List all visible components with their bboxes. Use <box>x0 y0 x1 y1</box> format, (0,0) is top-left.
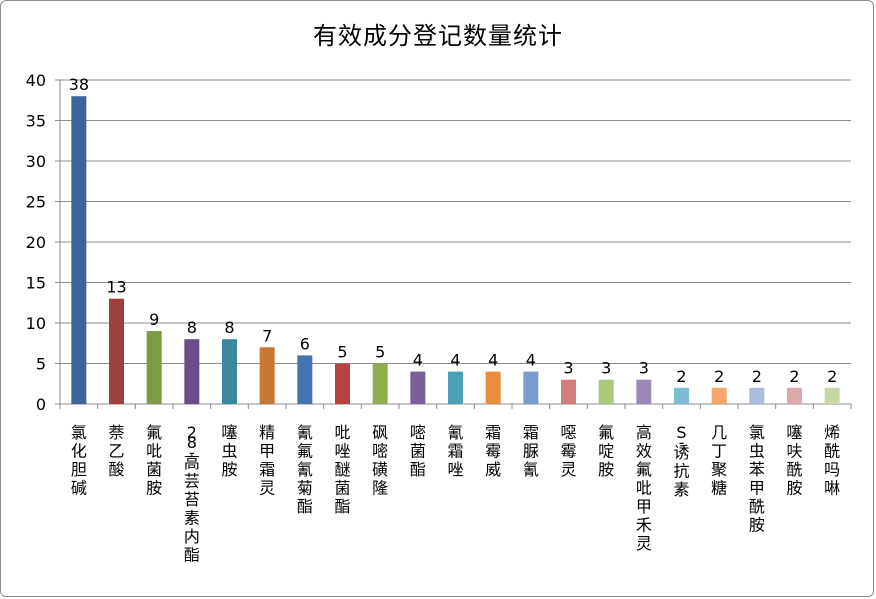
x-tick-label: 氰氟氰菊酯 <box>297 423 313 516</box>
bar <box>485 371 501 404</box>
x-tick-label: 氰霜唑 <box>447 423 463 479</box>
bar <box>184 339 200 404</box>
data-label: 2 <box>714 367 724 386</box>
bar <box>561 379 576 404</box>
data-label: 3 <box>563 359 573 378</box>
x-tick-label: 噻呋酰胺 <box>786 423 802 498</box>
bars <box>71 96 840 404</box>
x-tick-label: 氟吡菌胺 <box>146 423 162 498</box>
y-tick-label: 30 <box>26 152 46 171</box>
bar <box>523 371 539 404</box>
x-tick-label: 氟啶胺 <box>598 423 614 479</box>
data-label: 38 <box>69 75 89 94</box>
y-tick-label: 25 <box>26 193 46 212</box>
bar <box>598 379 614 404</box>
data-labels: 38 13 9 8 8 7 6 5 5 4 4 4 4 3 3 3 2 2 2 2 2 <box>69 75 838 386</box>
y-tick-label: 40 <box>26 71 46 90</box>
data-label: 5 <box>375 343 385 362</box>
bar <box>109 298 124 404</box>
data-label: 2 <box>789 367 799 386</box>
y-axis-ticks: 0 5 10 15 20 25 30 35 40 <box>26 71 46 414</box>
x-tick-label: 精甲霜灵 <box>259 423 275 498</box>
gridlines <box>60 79 851 364</box>
bar <box>711 387 727 404</box>
data-label: 3 <box>639 359 649 378</box>
chart-title: 有效成分登记数量统计 <box>313 22 563 50</box>
bar <box>410 371 426 404</box>
x-tick-label: 氯虫苯甲酰胺 <box>749 423 765 535</box>
data-label: 2 <box>752 367 762 386</box>
bar <box>372 363 388 404</box>
bar <box>749 387 765 404</box>
bar <box>259 347 275 404</box>
data-label: 2 <box>676 367 686 386</box>
x-tick-label: 2 8 -高芸苔素内酯 <box>184 423 200 565</box>
data-label: 4 <box>526 351 536 370</box>
data-label: 4 <box>413 351 423 370</box>
data-label: 5 <box>337 343 347 362</box>
bar <box>448 371 463 404</box>
x-tick-label: 霜脲氰 <box>523 423 539 479</box>
data-label: 13 <box>106 278 126 297</box>
y-tick-label: 10 <box>26 314 46 333</box>
x-tick-label: 噻虫胺 <box>221 423 237 479</box>
bar <box>824 387 840 404</box>
bar <box>146 331 162 404</box>
x-tick-label: 高效氟吡甲禾灵 <box>636 423 652 553</box>
data-label: 8 <box>224 318 234 337</box>
y-tick-label: 0 <box>36 395 46 414</box>
y-tick-label: 20 <box>26 233 46 252</box>
data-label: 6 <box>300 334 310 353</box>
x-axis-labels: 氯化胆碱 萘乙酸 氟吡菌胺 2 8 -高芸苔素内酯 噻虫胺 精甲霜灵 氰氟氰菊酯 吡唑醚菌酯 砜嘧磺… <box>71 423 840 565</box>
x-tick-label: 砜嘧磺隆 <box>372 423 388 498</box>
data-label: 3 <box>601 359 611 378</box>
data-label: 8 <box>187 318 197 337</box>
x-tick-label: 嘧菌酯 <box>410 423 426 479</box>
x-tick-label: 噁霉灵 <box>560 423 576 479</box>
x-tick-label: 霜霉威 <box>485 423 501 479</box>
bar <box>636 379 652 404</box>
data-label: 7 <box>262 326 272 345</box>
y-tick-label: 35 <box>26 112 46 131</box>
data-label: 9 <box>149 310 159 329</box>
bar <box>71 96 87 404</box>
x-tick-label: 几丁聚糖 <box>711 423 727 498</box>
x-tick-label: 烯酰吗啉 <box>824 423 840 498</box>
x-tick-label: 氯化胆碱 <box>71 423 87 498</box>
bar <box>787 387 802 404</box>
bar <box>297 355 313 404</box>
y-tick-label: 5 <box>36 355 46 374</box>
x-tick-label: 萘乙酸 <box>108 423 124 479</box>
y-tick-label: 15 <box>26 274 46 293</box>
bar <box>335 363 350 404</box>
x-tick-label: S -诱抗素 <box>673 423 689 499</box>
data-label: 2 <box>827 367 837 386</box>
data-label: 4 <box>488 351 498 370</box>
bar <box>222 339 237 404</box>
x-tick-label: 吡唑醚菌酯 <box>334 423 350 516</box>
data-label: 4 <box>450 351 460 370</box>
bar <box>674 387 689 404</box>
